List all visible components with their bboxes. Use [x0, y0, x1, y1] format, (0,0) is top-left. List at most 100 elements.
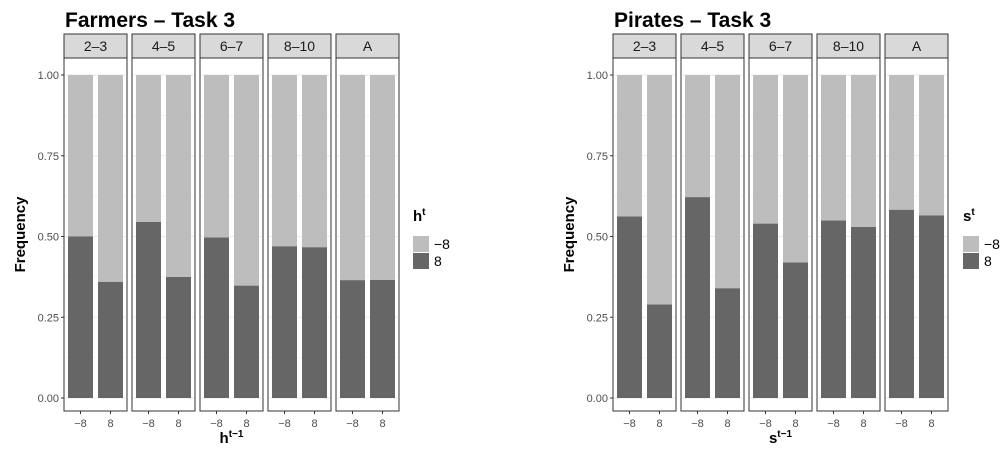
x-axis-label-superscript: t−1 — [777, 429, 792, 440]
legend-title-superscript: t — [971, 207, 975, 218]
legend-key — [963, 253, 979, 269]
facet-strip-label: 4–5 — [701, 38, 725, 54]
bar-segment-minus8 — [302, 75, 327, 248]
facet-panel: 8–10 −8 8 — [267, 33, 332, 430]
facet-strip-label: 6–7 — [769, 38, 793, 54]
bar-segment-8 — [889, 209, 914, 398]
bar-segment-minus8 — [919, 75, 944, 216]
bar-segment-8 — [919, 215, 944, 398]
facet-strip — [884, 33, 949, 59]
legend-key — [963, 236, 979, 252]
bar-segment-8 — [166, 276, 191, 398]
bar-segment-8 — [821, 220, 846, 398]
chart-title: Pirates – Task 3 — [614, 9, 771, 32]
facet-strip-label: 4–5 — [152, 38, 176, 54]
facet-panel: 4–5 −8 8 — [131, 33, 196, 430]
y-tick-label: 1.00 — [587, 70, 608, 82]
facet-strip — [335, 33, 400, 59]
x-axis-label: st−1 — [769, 429, 793, 447]
y-tick-label: 0.25 — [587, 312, 608, 324]
y-axis-label: Frequency — [12, 196, 29, 273]
legend-title-superscript: t — [422, 207, 426, 218]
x-tick-label: 8 — [175, 418, 181, 430]
y-tick-label: 0.50 — [38, 232, 59, 244]
facet-strip-label: A — [912, 38, 922, 54]
facet-panel: A −8 8 — [884, 33, 949, 430]
x-tick-label: −8 — [210, 418, 223, 430]
y-tick-label: 0.00 — [587, 393, 608, 405]
chart-title: Farmers – Task 3 — [65, 9, 235, 32]
bar-segment-8 — [136, 221, 161, 398]
facet-strip-label: 2–3 — [84, 38, 108, 54]
x-tick-label: −8 — [691, 418, 704, 430]
x-tick-label: −8 — [346, 418, 359, 430]
x-axis-label-superscript: t−1 — [229, 429, 244, 440]
x-tick-label: −8 — [827, 418, 840, 430]
y-tick-label: 0.00 — [38, 393, 59, 405]
x-axis-label: ht−1 — [220, 429, 244, 447]
bar-segment-8 — [851, 226, 876, 398]
bar-segment-minus8 — [166, 75, 191, 277]
facet-strip — [680, 33, 745, 59]
legend-label: −8 — [434, 236, 450, 252]
bar-segment-8 — [234, 285, 259, 398]
bar-segment-minus8 — [617, 75, 642, 217]
x-tick-label: −8 — [278, 418, 291, 430]
x-tick-label: −8 — [623, 418, 636, 430]
x-tick-label: 8 — [656, 418, 662, 430]
bar-segment-minus8 — [204, 75, 229, 238]
y-tick-label: 0.75 — [38, 151, 59, 163]
legend-title-base: s — [963, 208, 971, 225]
bar-segment-8 — [340, 280, 365, 398]
legend-key — [413, 236, 429, 252]
bar-segment-8 — [302, 247, 327, 398]
bar-segment-minus8 — [370, 75, 395, 280]
bar-segment-minus8 — [783, 75, 808, 263]
y-tick-label: 0.50 — [587, 232, 608, 244]
legend-label: 8 — [984, 253, 992, 269]
bar-segment-minus8 — [715, 75, 740, 289]
bar-segment-minus8 — [851, 75, 876, 227]
legend-title: ht — [413, 207, 426, 225]
x-tick-label: 8 — [311, 418, 317, 430]
facet-panel: A −8 8 — [335, 33, 400, 430]
bar-segment-minus8 — [889, 75, 914, 210]
facet-strip-label: 8–10 — [284, 38, 315, 54]
bar-segment-minus8 — [68, 75, 93, 237]
y-axis-label: Frequency — [561, 196, 578, 273]
bar-segment-8 — [272, 246, 297, 398]
x-tick-label: −8 — [895, 418, 908, 430]
bar-segment-minus8 — [98, 75, 123, 282]
x-tick-label: 8 — [792, 418, 798, 430]
bar-segment-minus8 — [340, 75, 365, 281]
legend-title: st — [963, 207, 975, 225]
x-tick-label: 8 — [860, 418, 866, 430]
bar-segment-minus8 — [821, 75, 846, 221]
bar-segment-8 — [370, 279, 395, 398]
legend-label: −8 — [984, 236, 1000, 252]
facet-strip-label: 6–7 — [220, 38, 244, 54]
facet-strip — [63, 33, 128, 59]
bar-segment-8 — [617, 216, 642, 398]
x-tick-label: −8 — [142, 418, 155, 430]
facet-strip-label: 8–10 — [833, 38, 864, 54]
legend-key — [413, 253, 429, 269]
facet-strip — [612, 33, 677, 59]
legend-label: 8 — [434, 253, 442, 269]
x-tick-label: 8 — [724, 418, 730, 430]
x-tick-label: 8 — [379, 418, 385, 430]
chart-1: Farmers – Task 3 Frequency 0.00 0.25 0.50 0.7… — [12, 9, 450, 447]
facet-panel: 4–5 −8 8 — [680, 33, 745, 430]
y-tick-label: 0.25 — [38, 312, 59, 324]
bar-segment-8 — [715, 288, 740, 398]
x-axis-label-base: s — [769, 430, 777, 447]
facet-strip — [748, 33, 813, 59]
x-tick-label: −8 — [74, 418, 87, 430]
facet-panel: 8–10 −8 8 — [816, 33, 881, 430]
bar-segment-minus8 — [136, 75, 161, 222]
bar-segment-8 — [783, 262, 808, 398]
legend: ht −88 — [413, 207, 450, 269]
facet-strip — [816, 33, 881, 59]
